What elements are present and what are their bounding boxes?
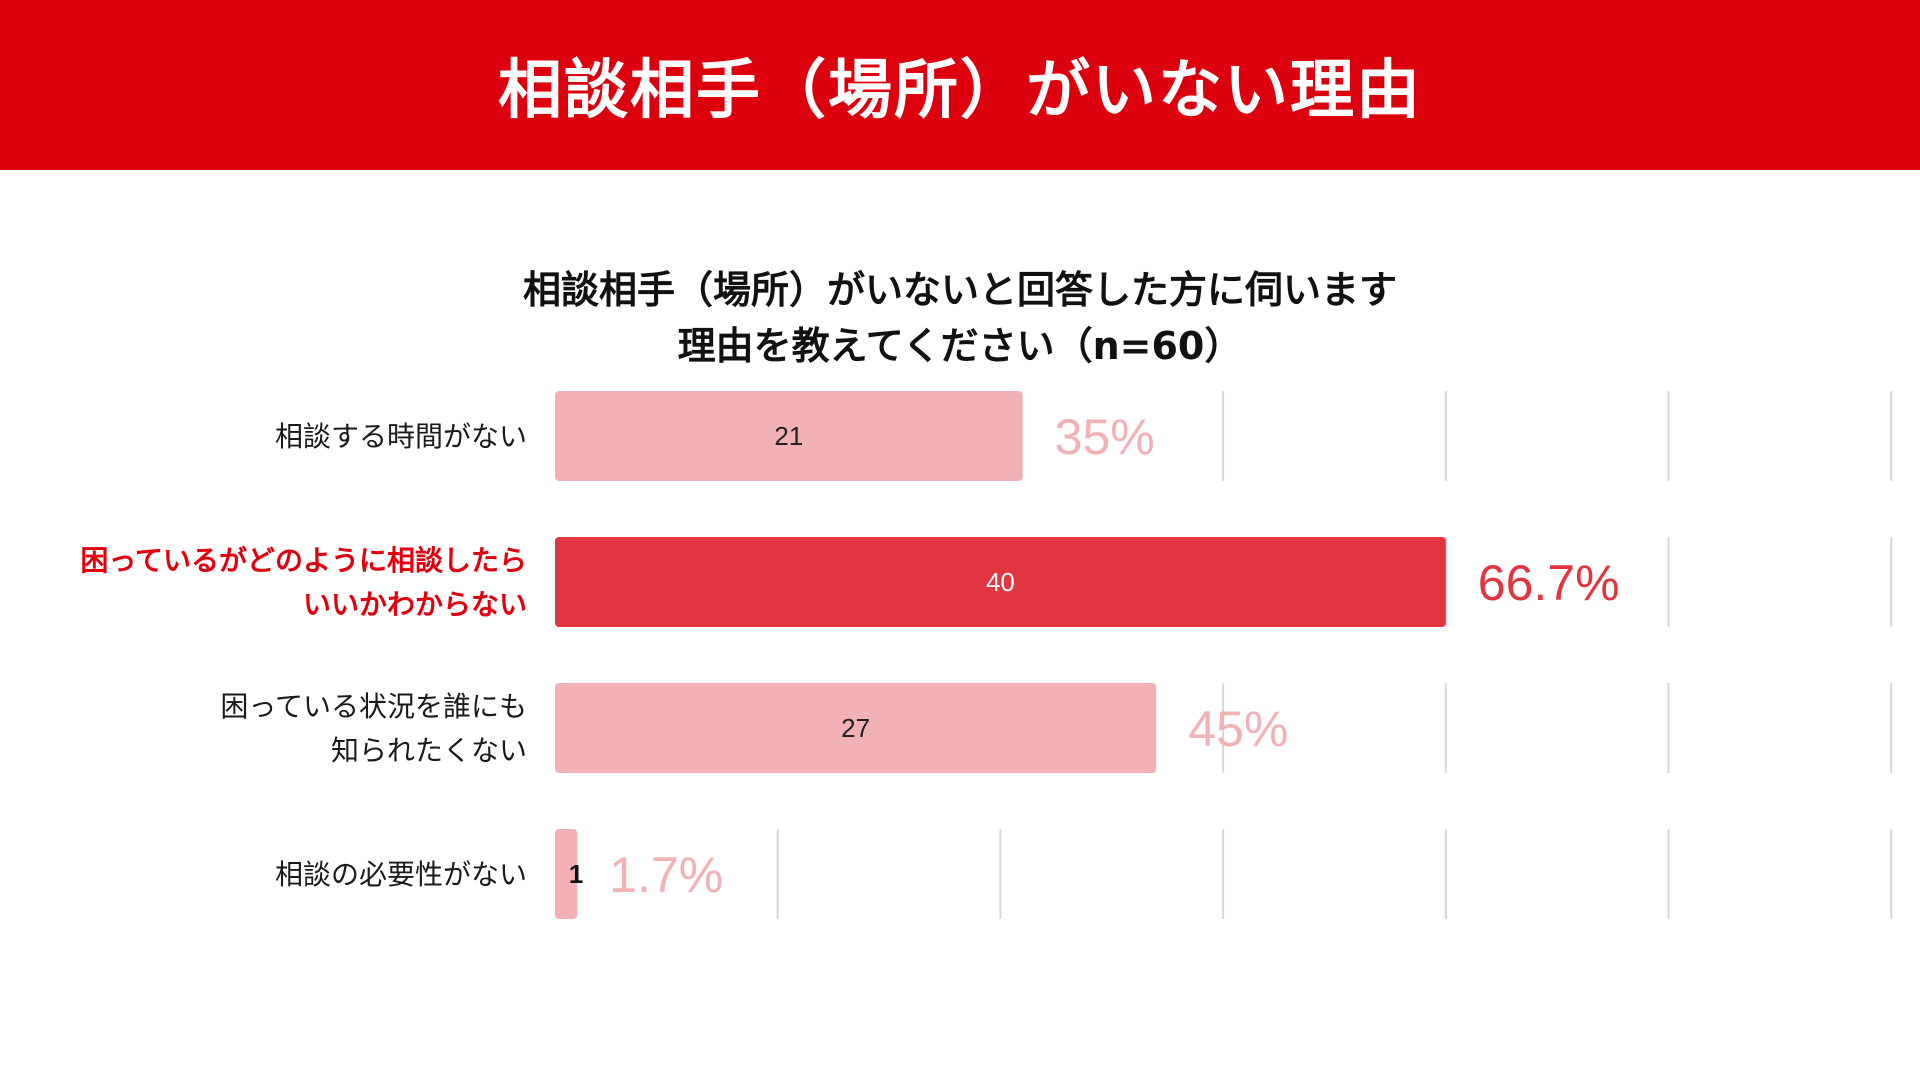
header-banner: 相談相手（場所）がいない理由 xyxy=(0,0,1920,170)
bar-percent-label: 66.7% xyxy=(1478,555,1620,611)
bar-layer xyxy=(555,391,1446,919)
page-title: 相談相手（場所）がいない理由 xyxy=(498,54,1422,128)
category-label-line: 困っているがどのように相談したら xyxy=(80,544,527,577)
category-label: 困っている状況を誰にも知られたくない xyxy=(220,690,527,767)
category-label-line: 知られたくない xyxy=(331,734,527,767)
category-label: 相談の必要性がない xyxy=(275,858,527,891)
bar-percent-label: 1.7% xyxy=(609,847,723,903)
bar-count-label: 1 xyxy=(569,859,583,889)
bar-percent-label: 35% xyxy=(1055,409,1155,465)
bar xyxy=(555,537,1446,627)
bar xyxy=(555,683,1157,773)
bar xyxy=(555,829,578,919)
bar-count-label: 27 xyxy=(841,713,870,743)
category-label-line: 困っている状況を誰にも xyxy=(220,690,527,723)
bar-count-label: 40 xyxy=(986,567,1015,597)
label-layer: 21 35% 相談する時間がない 40 66.7% 困っているがどのように相談したらいいか… xyxy=(80,409,1619,903)
bar-count-label: 21 xyxy=(774,421,803,451)
bar xyxy=(555,391,1023,481)
category-label: 相談する時間がない xyxy=(275,420,527,453)
category-label-line: 相談の必要性がない xyxy=(275,858,527,891)
survey-question-line-1: 相談相手（場所）がいないと回答した方に伺います xyxy=(522,268,1397,312)
category-label: 困っているがどのように相談したらいいかわからない xyxy=(80,544,527,621)
category-label-line: 相談する時間がない xyxy=(275,420,527,453)
survey-question-line-2: 理由を教えてください（n=60） xyxy=(677,324,1243,368)
survey-question: 相談相手（場所）がいないと回答した方に伺います 理由を教えてください（n=60） xyxy=(0,262,1920,374)
bar-percent-label: 45% xyxy=(1188,701,1288,757)
category-label-line: いいかわからない xyxy=(303,588,527,621)
